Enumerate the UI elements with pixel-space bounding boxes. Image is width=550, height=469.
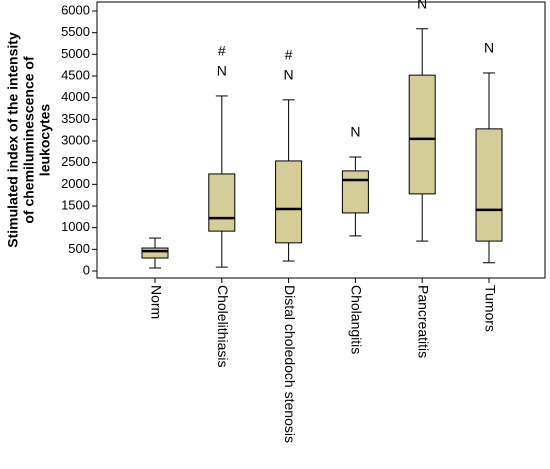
annotation: N bbox=[417, 0, 427, 11]
box bbox=[208, 173, 236, 232]
box bbox=[341, 170, 369, 214]
y-tick-label: 2000 bbox=[61, 176, 90, 191]
y-axis-label: leukocytes bbox=[37, 104, 53, 177]
box bbox=[141, 247, 169, 259]
y-tick-label: 1500 bbox=[61, 197, 90, 212]
annotation: N bbox=[217, 63, 227, 79]
box bbox=[275, 160, 303, 244]
x-tick-label: Cholelithiasis bbox=[215, 285, 231, 367]
x-tick-label: Tumors bbox=[482, 285, 498, 332]
box bbox=[408, 74, 436, 195]
y-tick-label: 4500 bbox=[61, 67, 90, 82]
y-tick-label: 2500 bbox=[61, 154, 90, 169]
x-tick-label: Distal choledoch stenosis bbox=[282, 285, 298, 443]
y-axis-label: Stimulated index of the intensity bbox=[5, 32, 21, 248]
annotation: # bbox=[285, 47, 293, 63]
y-tick-label: 0 bbox=[83, 262, 90, 277]
y-tick-label: 5000 bbox=[61, 46, 90, 61]
x-tick-label: Norm bbox=[148, 285, 164, 319]
y-tick-label: 500 bbox=[68, 241, 90, 256]
annotation: N bbox=[484, 40, 494, 56]
annotation: N bbox=[350, 124, 360, 140]
plot-frame bbox=[96, 1, 546, 279]
annotation: N bbox=[284, 67, 294, 83]
box bbox=[475, 128, 503, 242]
y-tick-label: 3000 bbox=[61, 132, 90, 147]
y-tick-label: 1000 bbox=[61, 219, 90, 234]
y-tick-label: 6000 bbox=[61, 2, 90, 17]
x-tick-label: Pancreatitis bbox=[415, 285, 431, 358]
annotation: # bbox=[218, 43, 226, 59]
x-tick-label: Cholangitis bbox=[349, 285, 365, 354]
y-tick-label: 4000 bbox=[61, 89, 90, 104]
y-tick-label: 3500 bbox=[61, 111, 90, 126]
y-tick-label: 5500 bbox=[61, 24, 90, 39]
y-axis-label: of chemiluminescence of bbox=[21, 56, 37, 224]
